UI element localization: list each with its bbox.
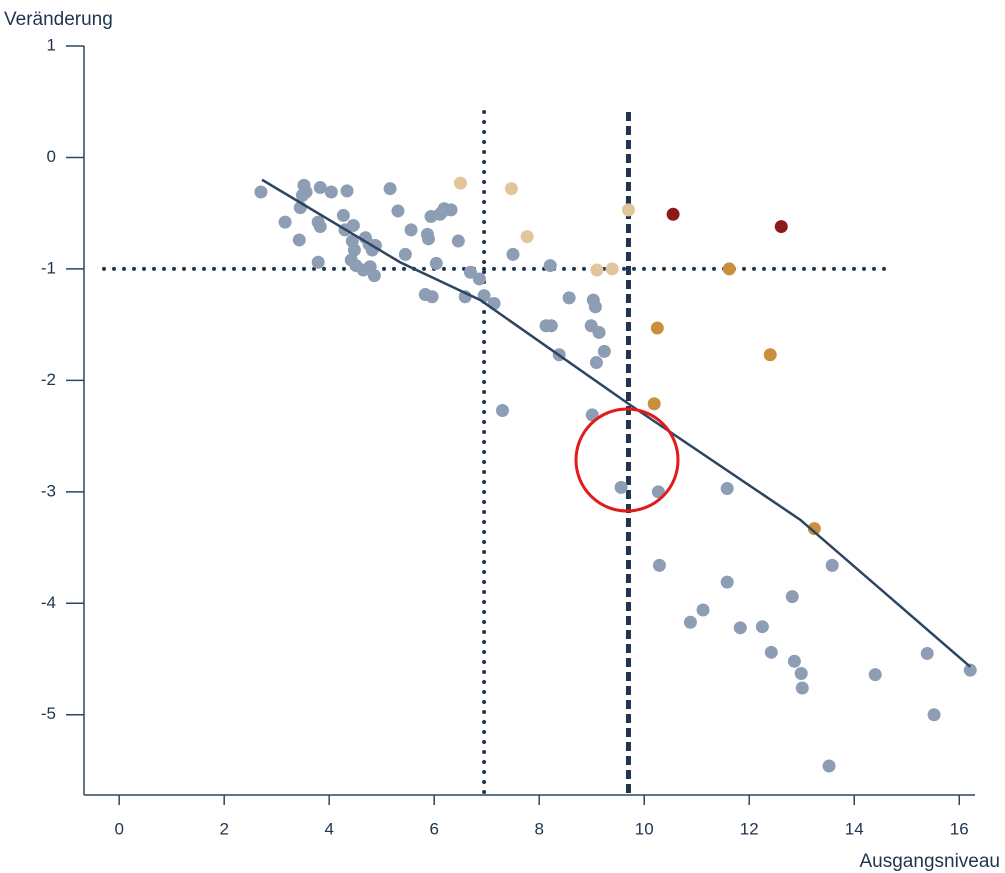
point: [614, 480, 628, 494]
y-tick-label: -5: [41, 704, 56, 723]
point: [825, 558, 839, 572]
point: [763, 348, 777, 362]
point: [592, 325, 606, 339]
point: [652, 558, 666, 572]
point: [720, 481, 734, 495]
point: [787, 654, 801, 668]
point: [398, 247, 412, 261]
point: [562, 291, 576, 305]
point: [435, 205, 449, 219]
x-tick-label: 10: [635, 819, 654, 838]
point: [605, 262, 619, 276]
point: [722, 262, 736, 276]
point: [299, 185, 313, 199]
point: [774, 220, 788, 234]
point: [963, 663, 977, 677]
point: [696, 603, 710, 617]
point: [650, 321, 664, 335]
point: [785, 590, 799, 604]
point: [683, 615, 697, 629]
point: [463, 265, 477, 279]
x-tick-label: 14: [845, 819, 864, 838]
point: [588, 300, 602, 314]
point: [794, 667, 808, 681]
point: [495, 403, 509, 417]
point: [506, 247, 520, 261]
point: [311, 255, 325, 269]
x-tick-label: 8: [534, 819, 543, 838]
point: [795, 681, 809, 695]
point: [590, 263, 604, 277]
x-tick-label: 6: [429, 819, 438, 838]
point: [347, 243, 361, 257]
x-tick-label: 4: [324, 819, 333, 838]
point: [278, 215, 292, 229]
point: [383, 182, 397, 196]
point: [340, 184, 354, 198]
point: [336, 208, 350, 222]
point: [720, 575, 734, 589]
point: [597, 344, 611, 358]
point: [346, 218, 360, 232]
y-tick-label: -1: [41, 258, 56, 277]
y-axis-label: Veränderung: [4, 9, 113, 30]
x-tick-label: 12: [740, 819, 759, 838]
point: [477, 289, 491, 303]
x-tick-label: 2: [219, 819, 228, 838]
point: [425, 290, 439, 304]
y-tick-label: 1: [47, 35, 56, 54]
point: [589, 356, 603, 370]
point: [733, 621, 747, 635]
point: [647, 397, 661, 411]
point: [822, 759, 836, 773]
point: [544, 319, 558, 333]
point: [621, 203, 635, 217]
point: [324, 185, 338, 199]
point: [543, 259, 557, 273]
point: [363, 260, 377, 274]
x-tick-label: 16: [950, 819, 969, 838]
point: [666, 207, 680, 221]
y-tick-label: 0: [47, 147, 56, 166]
point: [254, 185, 268, 199]
point: [472, 272, 486, 286]
point: [453, 176, 467, 190]
point: [755, 620, 769, 634]
point: [313, 220, 327, 234]
point: [927, 708, 941, 722]
highlight-circle: [574, 407, 680, 513]
point: [292, 233, 306, 247]
point: [404, 223, 418, 237]
x-axis-label: Ausgangsniveau: [860, 851, 1001, 872]
x-tick-label: 0: [114, 819, 123, 838]
point: [764, 645, 778, 659]
y-tick-label: -4: [41, 593, 56, 612]
point: [421, 232, 435, 246]
point: [520, 230, 534, 244]
point: [807, 522, 821, 536]
point: [504, 182, 518, 196]
y-tick-label: -2: [41, 370, 56, 389]
point: [429, 256, 443, 270]
point: [920, 646, 934, 660]
point: [391, 204, 405, 218]
trend-line: [261, 178, 972, 668]
point: [868, 668, 882, 682]
y-tick-label: -3: [41, 481, 56, 500]
point: [651, 485, 665, 499]
point: [313, 181, 327, 195]
point: [451, 234, 465, 248]
